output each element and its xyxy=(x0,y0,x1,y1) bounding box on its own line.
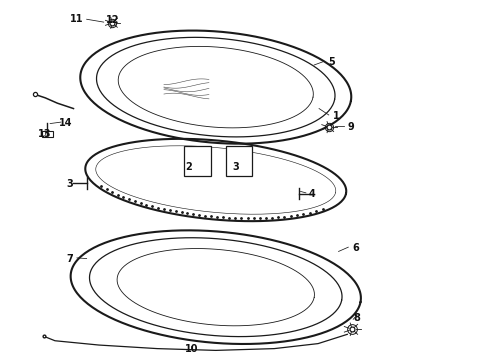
Text: 7: 7 xyxy=(67,253,74,264)
Bar xyxy=(184,146,211,176)
Text: 8: 8 xyxy=(354,312,361,323)
Text: 5: 5 xyxy=(328,57,335,67)
Text: 11: 11 xyxy=(70,14,83,24)
Text: 14: 14 xyxy=(59,118,73,128)
Text: 6: 6 xyxy=(352,243,359,253)
Text: 1: 1 xyxy=(333,111,340,121)
Bar xyxy=(42,131,52,137)
Text: 4: 4 xyxy=(308,189,315,199)
Text: 3: 3 xyxy=(232,162,239,172)
Text: 3: 3 xyxy=(67,179,74,189)
Text: 2: 2 xyxy=(186,162,193,172)
Text: 12: 12 xyxy=(106,15,120,25)
Text: 9: 9 xyxy=(347,122,354,132)
Text: 10: 10 xyxy=(185,343,198,354)
Text: 13: 13 xyxy=(38,129,51,139)
Bar xyxy=(225,146,252,176)
